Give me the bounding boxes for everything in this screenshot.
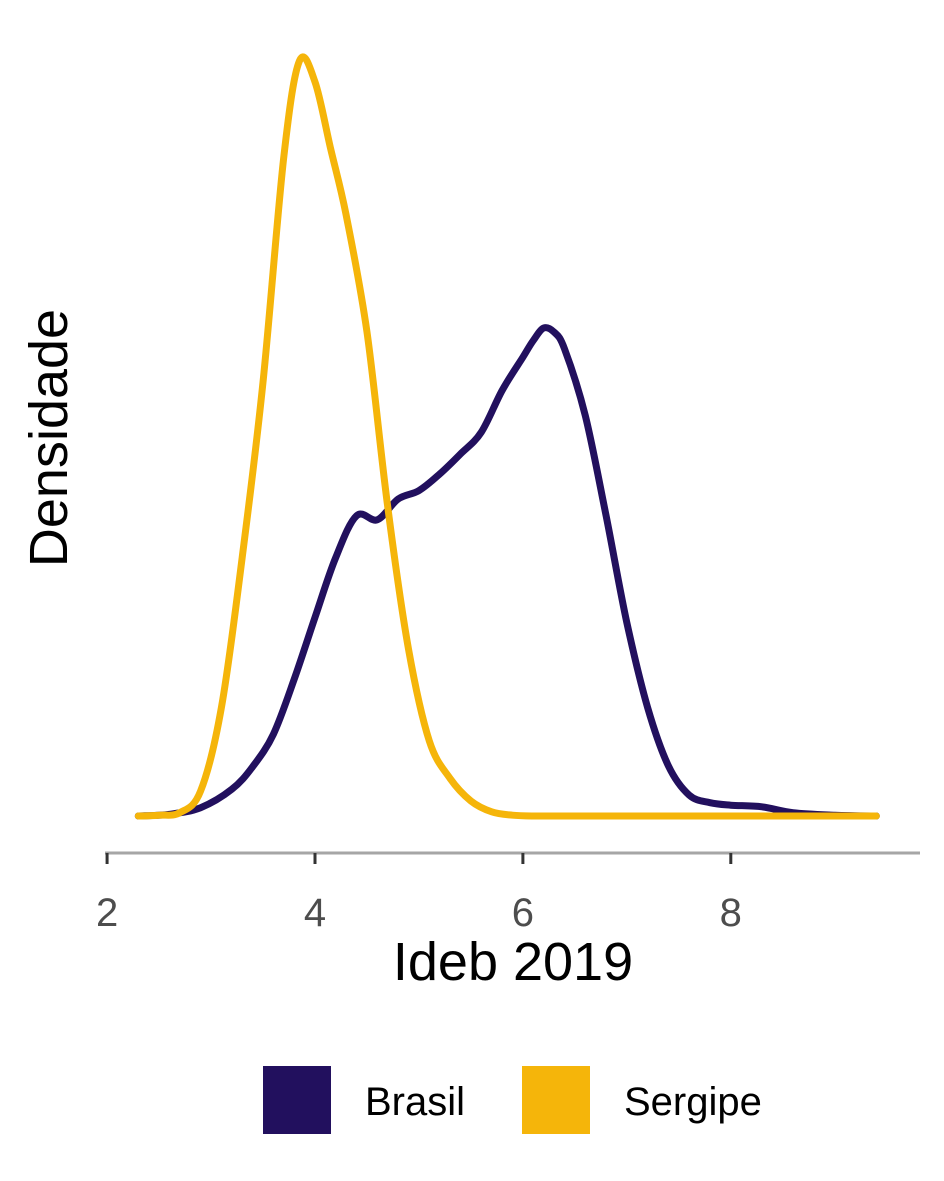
x-tick-label: 4 <box>304 891 326 935</box>
legend: Brasil Sergipe <box>263 1066 762 1134</box>
legend-label-sergipe: Sergipe <box>624 1080 762 1124</box>
series-layer <box>134 53 880 820</box>
legend-label-brasil: Brasil <box>365 1080 465 1124</box>
x-tick-label: 6 <box>512 891 534 935</box>
density-line-brasil <box>134 324 880 820</box>
x-tick-label: 8 <box>720 891 742 935</box>
y-axis-title: Densidade <box>19 309 79 567</box>
legend-swatch-brasil <box>263 1066 331 1134</box>
x-tick-label: 2 <box>96 891 118 935</box>
density-line-sergipe <box>134 53 880 820</box>
x-axis-ticks: 2 4 6 8 <box>96 853 742 935</box>
x-axis-title: Ideb 2019 <box>393 932 633 992</box>
legend-swatch-sergipe <box>522 1066 590 1134</box>
